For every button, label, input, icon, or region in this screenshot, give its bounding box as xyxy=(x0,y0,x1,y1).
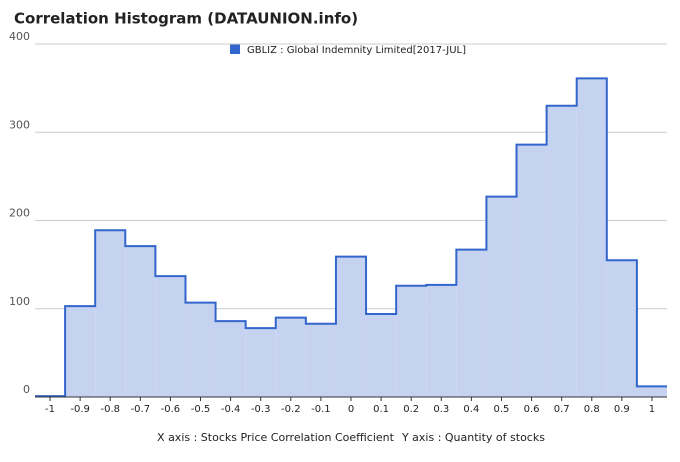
bar xyxy=(396,285,427,397)
bar xyxy=(185,302,216,397)
x-tick-label: 0.8 xyxy=(584,404,600,415)
x-tick-label: -0.6 xyxy=(161,404,181,415)
outline xyxy=(35,77,667,398)
y-tick-label: 0 xyxy=(23,383,30,396)
y-tick-label: 200 xyxy=(9,207,30,220)
bar xyxy=(275,317,306,397)
x-tick-label: -0.4 xyxy=(221,404,241,415)
bar xyxy=(546,105,577,398)
x-tick-label: 0.2 xyxy=(403,404,419,415)
axis-labels: X axis : Stocks Price Correlation Coeffi… xyxy=(157,431,545,444)
y-tick-label: 300 xyxy=(9,118,30,131)
x-tick-label: -0.5 xyxy=(191,404,211,415)
bar xyxy=(606,260,637,397)
legend-swatch xyxy=(230,44,240,54)
bar xyxy=(426,284,457,397)
bar xyxy=(636,386,667,397)
x-tick-label: 0.7 xyxy=(554,404,570,415)
x-tick-label: -0.9 xyxy=(70,404,90,415)
bar xyxy=(245,328,276,397)
x-tick-label: -0.8 xyxy=(100,404,120,415)
x-tick-label: -0.3 xyxy=(251,404,271,415)
bar xyxy=(366,314,397,397)
x-tick-label: -0.2 xyxy=(281,404,301,415)
bar xyxy=(456,249,487,397)
x-tick-label: 0.6 xyxy=(524,404,540,415)
x-tick-label: 0.5 xyxy=(494,404,510,415)
x-tick-label: 0.4 xyxy=(463,404,479,415)
y-tick-label: 100 xyxy=(9,295,30,308)
bar xyxy=(155,276,186,397)
bar xyxy=(305,323,336,397)
x-tick-label: 0.3 xyxy=(433,404,449,415)
x-tick-label: -1 xyxy=(45,404,55,415)
y-tick-label: 400 xyxy=(9,30,30,43)
x-tick-label: 0 xyxy=(348,404,354,415)
x-tick-label: -0.7 xyxy=(131,404,151,415)
x-tick-label: -0.1 xyxy=(311,404,331,415)
x-tick-label: 0.9 xyxy=(614,404,630,415)
y-axis-label: Y axis : Quantity of stocks xyxy=(401,431,545,444)
bar xyxy=(95,230,126,397)
x-tick-label: 0.1 xyxy=(373,404,389,415)
bar xyxy=(335,256,367,397)
x-tick-label: 1 xyxy=(649,404,655,415)
bar xyxy=(516,144,547,397)
bar xyxy=(486,196,517,397)
bar xyxy=(125,246,156,397)
legend-label: GBLIZ : Global Indemnity Limited[2017-JU… xyxy=(247,45,466,56)
chart-title: Correlation Histogram (DATAUNION.info) xyxy=(14,10,358,28)
bar xyxy=(215,321,246,397)
x-axis-label: X axis : Stocks Price Correlation Coeffi… xyxy=(157,431,395,444)
bar xyxy=(576,78,607,397)
bar xyxy=(65,306,96,397)
